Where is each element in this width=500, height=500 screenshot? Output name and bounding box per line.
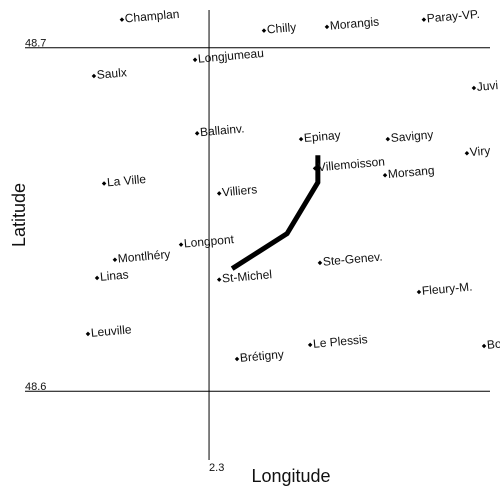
town-point	[416, 289, 422, 295]
town-label: Morsang	[387, 163, 435, 181]
town-label: Linas	[99, 267, 129, 283]
y-tick-label: 48.7	[25, 38, 46, 50]
town-point	[216, 191, 222, 196]
town-point	[101, 181, 107, 186]
town-label: Montlhéry	[117, 247, 171, 266]
x-axis-title: Longitude	[251, 466, 330, 486]
town-point	[382, 172, 388, 178]
town-label: Longpont	[183, 232, 235, 250]
y-axis-title: Latitude	[9, 183, 29, 247]
town-point	[194, 131, 200, 136]
town-label: Chilly	[266, 20, 296, 37]
town-point	[261, 28, 267, 33]
town-label: Bo	[486, 337, 500, 352]
town-point	[317, 260, 323, 266]
town-point	[421, 17, 427, 22]
route-line	[230, 155, 321, 271]
town-label: Savigny	[390, 127, 434, 145]
town-point	[385, 136, 391, 142]
town-point	[178, 242, 184, 247]
town-point	[119, 17, 125, 22]
town-label: Champlan	[124, 7, 180, 26]
town-label: Paray-VP.	[426, 7, 480, 26]
x-tick-label: 2.3	[209, 462, 224, 474]
town-point	[112, 257, 118, 262]
town-label: Viry	[469, 143, 491, 159]
town-point	[216, 277, 222, 282]
town-point	[307, 342, 313, 348]
town-label: Saulx	[96, 65, 127, 82]
town-point	[91, 73, 97, 79]
town-label: Leuville	[90, 322, 132, 340]
y-tick-label: 48.6	[25, 381, 46, 393]
town-point	[324, 24, 330, 30]
town-point	[481, 343, 487, 349]
town-point	[464, 150, 470, 156]
town-label: Fleury-M.	[421, 280, 473, 298]
town-label: Longjumeau	[197, 46, 264, 66]
town-point	[298, 136, 304, 142]
town-label: Morangis	[329, 14, 379, 32]
town-label: Le Plessis	[312, 332, 368, 351]
town-point	[85, 331, 91, 337]
town-point	[234, 356, 240, 362]
town-label: Brétigny	[239, 347, 284, 365]
town-point	[192, 57, 198, 63]
town-label: La Ville	[106, 172, 147, 189]
town-label: Villiers	[221, 182, 257, 199]
town-label: St-Michel	[221, 267, 272, 285]
town-point	[471, 85, 477, 91]
town-label: Juvi	[476, 78, 498, 94]
town-label: Ballainv.	[199, 121, 245, 139]
town-label: Villemoisson	[317, 154, 385, 174]
town-label: Epinay	[303, 128, 341, 145]
town-point	[94, 275, 100, 281]
town-label: Ste-Genev.	[322, 250, 383, 269]
